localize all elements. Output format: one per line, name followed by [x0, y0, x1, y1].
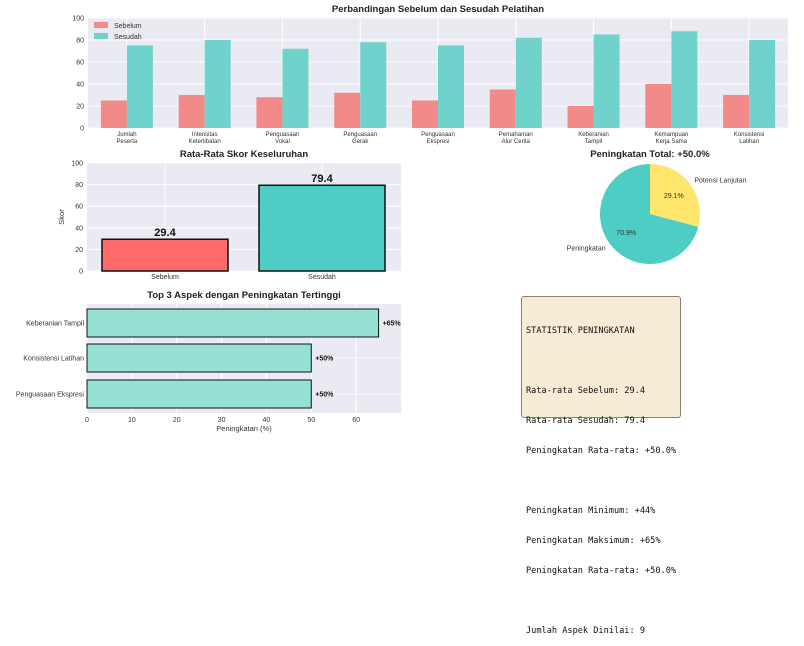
stats-title: STATISTIK PENINGKATAN [526, 326, 635, 336]
x-tick-label: Penguasaan Gerak [343, 132, 377, 145]
stats-line: Rata-rata Sebelum: 29.4 [526, 386, 645, 396]
y-axis-label: Skor [57, 209, 66, 225]
y-tick-label: 0 [80, 126, 84, 133]
y-tick-label: 40 [75, 225, 83, 232]
y-tick-label: Keberanian Tampil [26, 321, 84, 328]
y-tick-label: 100 [71, 161, 83, 168]
bar-sebelum [256, 97, 283, 128]
y-tick-label: 60 [75, 204, 83, 211]
stats-line: Peningkatan Rata-rata: +50.0% [526, 566, 677, 576]
bar-sebelum [645, 84, 672, 128]
pie-slice [600, 164, 699, 265]
data-label: 29.4 [154, 227, 176, 239]
bar [101, 238, 229, 272]
stats-line: Peningkatan Maksimum: +65% [526, 536, 661, 546]
bar-sesudah [671, 31, 698, 129]
bar-sesudah [360, 42, 387, 129]
y-tick-label: 60 [76, 60, 84, 67]
x-tick-label: 20 [173, 417, 181, 424]
x-tick-label: Kemampuan Kerja Sama [654, 132, 688, 145]
legend-swatch [94, 22, 108, 28]
average-score-chart: 0 20 40 60 80 100 29.4 Sebelum 79.4 Sesudah Skor Ra… [57, 149, 401, 281]
x-tick-label: Jumlah Peserta [117, 132, 138, 145]
chart-title: Peningkatan Total: +50.0% [590, 149, 710, 160]
bar-sebelum [334, 92, 361, 128]
bar-sesudah [749, 40, 776, 128]
stats-line [526, 596, 680, 606]
bar-sebelum [178, 95, 205, 128]
x-tick-label: 40 [263, 417, 271, 424]
bar-sesudah [438, 45, 464, 128]
x-tick-label: 50 [307, 417, 315, 424]
improvement-pie-chart: 70.9% Peningkatan 29.1% Potensi Lanjutan Pen… [567, 149, 747, 265]
stats-line: Peningkatan Rata-rata: +50.0% [526, 446, 677, 456]
x-tick-label: Sebelum [151, 274, 179, 281]
legend-label: Sebelum [114, 23, 142, 30]
y-tick-label: 20 [76, 104, 84, 111]
pie-pct-label: 70.9% [616, 230, 636, 237]
x-tick-label: Penguasaan Ekspresi [421, 132, 455, 145]
x-axis-label: Peningkatan (%) [216, 424, 272, 433]
bar-sebelum [723, 95, 750, 128]
data-label: +50% [315, 392, 334, 399]
data-label: +50% [315, 356, 334, 363]
y-tick-label: 20 [75, 247, 83, 254]
x-tick-label: Keberanian Tampil [578, 132, 609, 145]
pie-slice [650, 164, 701, 227]
bar-sesudah [282, 48, 309, 128]
y-tick-label: 80 [76, 38, 84, 45]
y-tick-label: Penguasaan Ekspresi [16, 392, 85, 399]
x-tick-label: Konsistensi Latihan [734, 132, 765, 145]
stats-line: Jumlah Aspek Dinilai: 9 [526, 626, 645, 636]
stats-line: Peningkatan Minimum: +44% [526, 506, 656, 516]
bar-sesudah [515, 37, 542, 128]
stats-line: Rata-rata Sesudah: 79.4 [526, 416, 645, 426]
x-tick-label: Sesudah [308, 274, 336, 281]
stats-spacer [526, 356, 680, 366]
bar-sebelum [100, 100, 127, 128]
x-tick-label: 60 [352, 417, 360, 424]
chart-title: Rata-Rata Skor Keseluruhan [180, 149, 308, 160]
bar [86, 308, 380, 338]
x-tick-label: 10 [128, 417, 136, 424]
data-label: 79.4 [311, 173, 333, 185]
pie-pct-label: 29.1% [664, 193, 684, 200]
chart-title: Perbandingan Sebelum dan Sesudah Pelatih… [332, 4, 544, 15]
y-tick-label: 40 [76, 82, 84, 89]
y-tick-label: 80 [75, 182, 83, 189]
x-tick-label: Pemahaman Alur Cerita [499, 132, 533, 145]
pie-slice-label: Potensi Lanjutan [694, 177, 746, 184]
comparison-chart: 0 20 40 60 80 100 Jumlah Peserta Intensitas Keter… [72, 4, 788, 145]
pie-slice-label: Peningkatan [567, 246, 606, 253]
bar-sesudah [204, 40, 231, 128]
stats-line [526, 476, 680, 486]
bar-sebelum [489, 89, 516, 128]
bar-sebelum [412, 100, 438, 128]
bar [86, 379, 312, 409]
bar [86, 343, 312, 373]
bar-sesudah [593, 34, 620, 128]
stats-box: STATISTIK PENINGKATAN Rata-rata Sebelum:… [521, 296, 681, 636]
y-tick-label: Konsistensi Latihan [23, 356, 84, 363]
bar-sebelum [567, 106, 594, 128]
y-tick-label: 100 [72, 16, 84, 23]
x-tick-label: Intensitas Keterlibatan [189, 132, 221, 145]
x-tick-label: 0 [85, 417, 89, 424]
legend-swatch [94, 33, 108, 39]
x-tick-label: Penguasaan Vokal [266, 132, 300, 145]
bar-sesudah [126, 45, 153, 128]
x-tick-label: 30 [218, 417, 226, 424]
top3-chart: 0 10 20 30 40 50 60 +65% Keberanian Tampil +50% Ko… [16, 290, 402, 433]
data-label: +65% [383, 321, 402, 328]
legend-label: Sesudah [114, 34, 142, 41]
chart-title: Top 3 Aspek dengan Peningkatan Tertinggi [147, 290, 341, 301]
bar [258, 184, 386, 272]
y-tick-label: 0 [79, 269, 83, 276]
